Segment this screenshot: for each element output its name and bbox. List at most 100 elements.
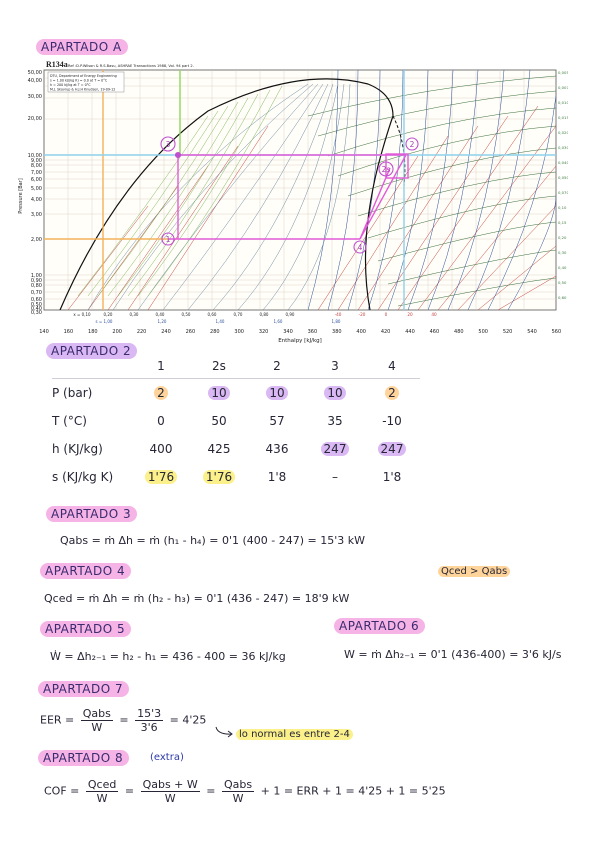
right-tick: 0,20	[558, 235, 567, 240]
enthalpy-tick: 160	[64, 329, 74, 335]
liquid-isotherm-lines	[77, 85, 283, 297]
table-cell: –	[332, 470, 338, 484]
right-tick: 0,070	[558, 190, 568, 195]
pressure-tick: 4,00	[31, 197, 42, 203]
arrow-icon	[215, 726, 233, 738]
point-2-label: 2	[410, 140, 415, 149]
enthalpy-tick: 420	[381, 329, 391, 335]
right-tick: 0,0070	[558, 85, 568, 90]
table-cell: 436	[265, 442, 289, 456]
isentrope-lines	[307, 70, 556, 310]
right-tick: 0,050	[558, 175, 568, 180]
table-cell: 50	[211, 414, 227, 428]
x-axis-label: Enthalpy [kJ/kg]	[278, 338, 322, 344]
point-3-marker	[160, 136, 176, 152]
enthalpy-tick: 340	[283, 329, 293, 335]
ph-diagram: 1 2 2s 3 4 R134a Ref :D.P.Wilson & R.S.B…	[18, 60, 568, 344]
temperature-label: -40	[335, 312, 342, 317]
pressure-tick: 0,40	[31, 306, 42, 312]
temperature-labels: -40 -20 0 20 40	[335, 312, 437, 317]
enthalpy-tick: 280	[210, 329, 220, 335]
comparison-note: Qced > Qabs	[438, 566, 511, 577]
pressure-tick: 5,00	[31, 186, 42, 192]
point-4-marker	[353, 240, 367, 254]
enthalpy-tick: 220	[137, 329, 147, 335]
quality-label: 0,90	[286, 312, 295, 317]
table-row: T (°C) 0 50 57 35 -10	[52, 407, 420, 435]
section-6-heading: APARTADO 6	[334, 618, 426, 634]
enthalpy-tick: 560	[552, 329, 562, 335]
table-header-cell: 3	[306, 354, 364, 379]
right-tick: 0,0050	[558, 70, 568, 75]
right-tick: 0,040	[558, 160, 568, 165]
enthalpy-tick: 180	[88, 329, 98, 335]
info-line: DTU, Department of Energy Engineering	[50, 74, 117, 78]
pressure-tick: 0,80	[31, 283, 42, 289]
pressure-tick: 30,00	[28, 94, 42, 100]
entropy-bottom-label: s = 1,00	[96, 319, 113, 324]
section-7-heading: APARTADO 7	[38, 681, 130, 697]
diagram-reference: Ref :D.P.Wilson & R.S.Basu, ASHRAE Trans…	[68, 64, 194, 68]
table-header-cell	[52, 354, 132, 379]
table-header-cell: 2s	[190, 354, 248, 379]
entropy-bottom-label: 1,60	[274, 319, 283, 324]
info-line: M.J. Skovrup & H.J.H Knudsen, 19-09-12	[50, 88, 115, 92]
table-header-row: 1 2s 2 3 4	[52, 354, 420, 379]
enthalpy-tick: 400	[356, 329, 366, 335]
right-tick: 0,40	[558, 265, 567, 270]
y-axis-label: Pressure [Bar]	[18, 178, 24, 213]
table-cell: 1'76	[132, 463, 190, 491]
point-markers	[160, 136, 419, 254]
quality-label: 0,60	[208, 312, 217, 317]
right-tick: 0,60	[558, 295, 567, 300]
right-tick: 0,15	[558, 220, 567, 225]
temperature-label: 0	[385, 312, 388, 317]
enthalpy-tick-labels: 140 160 180 200 220 240 260 280 300 320 340 360 380 4…	[39, 329, 561, 335]
table-cell: 10	[248, 379, 306, 408]
enthalpy-tick: 200	[112, 329, 122, 335]
right-tick: 0,030	[558, 145, 568, 150]
table-header-cell: 1	[132, 354, 190, 379]
entropy-bottom-label: 1,20	[158, 319, 167, 324]
section-a-heading: APARTADO A	[36, 39, 128, 55]
point-2-marker	[405, 137, 419, 151]
enthalpy-tick: 140	[39, 329, 49, 335]
enthalpy-tick: 240	[161, 329, 171, 335]
enthalpy-tick: 540	[527, 329, 537, 335]
eer-note: lo normal es entre 2-4	[236, 729, 353, 740]
entropy-bottom-label: 1,80	[332, 319, 341, 324]
quality-label: 0,50	[182, 312, 191, 317]
critical-dashes	[392, 115, 406, 187]
section-3-heading: APARTADO 3	[46, 506, 138, 522]
table-cell: 425	[207, 442, 231, 456]
table-cell: 35	[327, 414, 343, 428]
pressure-tick: 0,50	[31, 302, 42, 308]
row-label: T (°C)	[52, 414, 87, 428]
pressure-tick: 6,00	[31, 177, 42, 183]
point-3-label: 3	[166, 140, 171, 149]
table-cell: 1'8	[382, 470, 402, 484]
table-cell: 2	[364, 379, 420, 408]
section-5-heading: APARTADO 5	[40, 621, 132, 637]
quality-labels: x = 0,10 0,20 0,30 0,40 0,50 0,60 0,70 0,80 0,90	[73, 312, 294, 317]
section-4-heading: APARTADO 4	[40, 563, 132, 579]
table-cell: -10	[382, 414, 402, 428]
enthalpy-tick: 480	[454, 329, 464, 335]
table-header-cell: 2	[248, 354, 306, 379]
pressure-tick-labels: 50,00 40,00 30,00 20,00 10,009,008,007,006,0…	[28, 70, 42, 316]
quality-label: 0,30	[130, 312, 139, 317]
point-dot	[174, 151, 182, 159]
point-1-marker	[161, 232, 175, 246]
state-table: 1 2s 2 3 4 P (bar) 2 10 10 10 2 T (°C) 0…	[52, 354, 420, 491]
enthalpy-tick: 460	[430, 329, 440, 335]
enthalpy-tick: 440	[405, 329, 415, 335]
table-row: h (KJ/kg) 400 425 436 247 247	[52, 435, 420, 463]
right-tick-labels: 0,0050 0,0070 0,010 0,015 0,020 0,030 0,040 0,0…	[558, 70, 568, 300]
work-specific-equation: Ẇ = Δh₂₋₁ = h₂ - h₁ = 436 - 400 = 36 kJ/…	[50, 650, 286, 663]
diagram-title: R134a	[46, 60, 68, 69]
point-1-label: 1	[166, 235, 171, 244]
quality-label: 0,20	[104, 312, 113, 317]
quality-label: 0,80	[260, 312, 269, 317]
info-line: h = 200 kJ/kg at T = 0°C	[50, 83, 91, 87]
pressure-tick: 0,70	[31, 290, 42, 296]
